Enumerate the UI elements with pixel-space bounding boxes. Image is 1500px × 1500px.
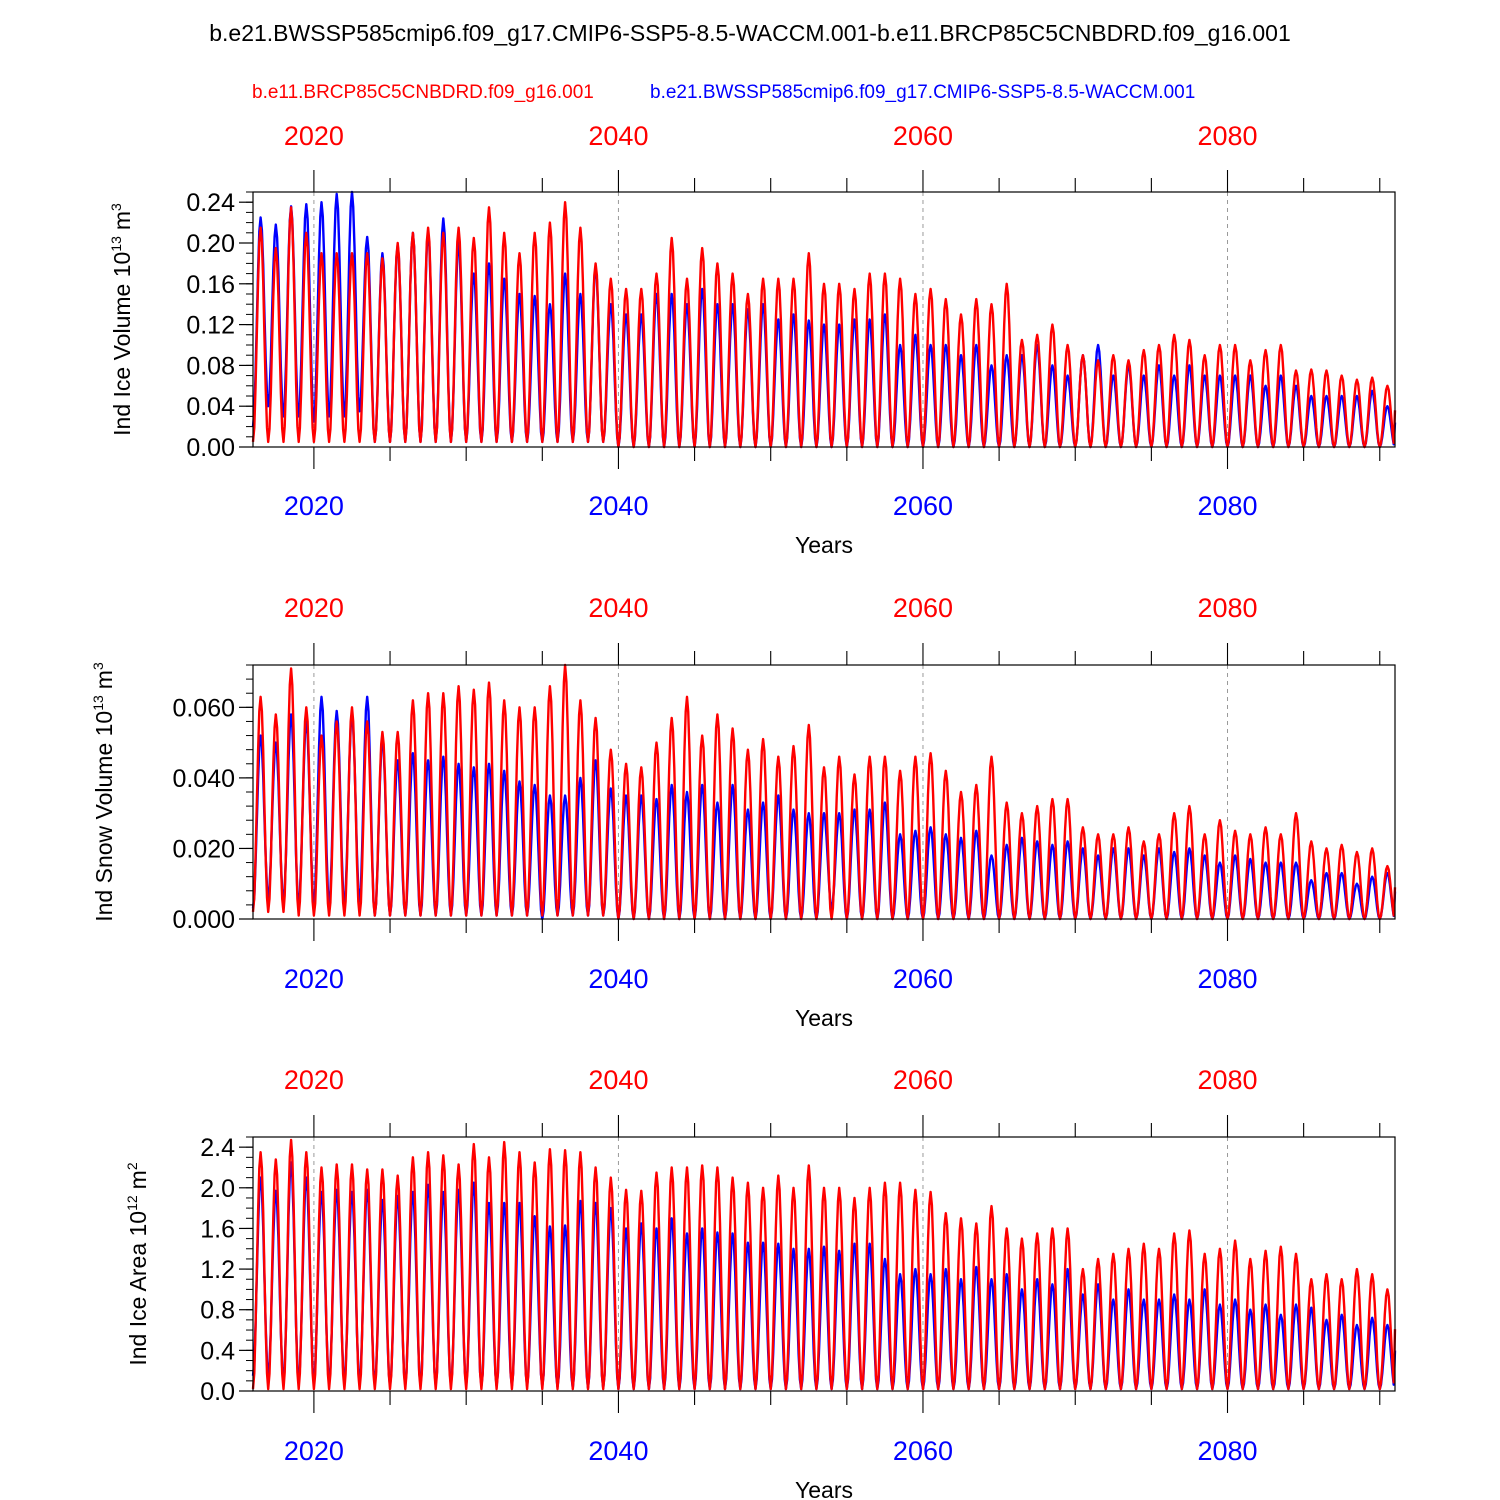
xtick-label-top: 2040 [588, 1065, 648, 1095]
xtick-label-top: 2040 [588, 593, 648, 623]
xtick-label-bottom: 2060 [893, 964, 953, 994]
ytick-label: 2.0 [200, 1175, 235, 1203]
xtick-label-top: 2080 [1197, 1065, 1257, 1095]
y-axis-label-exponent: 13 [90, 695, 106, 711]
ytick-label: 0.20 [186, 230, 235, 258]
xtick-label-bottom: 2080 [1197, 491, 1257, 521]
plot-frame [252, 1136, 1396, 1392]
ytick-label: 0.040 [172, 765, 235, 793]
xtick-label-top: 2080 [1197, 121, 1257, 151]
ytick-label: 1.6 [200, 1215, 235, 1243]
ytick-label: 0.020 [172, 835, 235, 863]
ytick-label: 0.12 [186, 312, 235, 340]
ytick-label: 0.8 [200, 1297, 235, 1325]
y-axis-label-text: Ind Snow Volume 10 [91, 711, 117, 922]
y-axis-label-exponent: 12 [124, 1195, 140, 1211]
y-axis-label: Ind Snow Volume 1013 m3 [90, 662, 117, 922]
legend: b.e11.BRCP85C5CNBDRD.f09_g16.001 b.e21.B… [0, 82, 1500, 106]
xtick-label-top: 2060 [893, 1065, 953, 1095]
xtick-label-bottom: 2040 [588, 1436, 648, 1466]
xtick-label-top: 2080 [1197, 593, 1257, 623]
ytick-label: 2.4 [200, 1134, 235, 1162]
xtick-label-bottom: 2040 [588, 964, 648, 994]
xtick-label-bottom: 2020 [284, 491, 344, 521]
xtick-label-bottom: 2080 [1197, 1436, 1257, 1466]
ytick-label: 0.04 [186, 393, 235, 421]
xtick-label-bottom: 2060 [893, 1436, 953, 1466]
legend-experiment-run: b.e21.BWSSP585cmip6.f09_g17.CMIP6-SSP5-8… [650, 82, 1196, 103]
xtick-label-top: 2020 [284, 121, 344, 151]
series-line-experiment [251, 1161, 1397, 1391]
ytick-label: 0.24 [186, 189, 235, 217]
y-axis-label: Ind Ice Volume 1013 m3 [108, 203, 135, 436]
y-axis-label-unit-exponent: 3 [108, 203, 124, 211]
ytick-label: 0.16 [186, 271, 235, 299]
y-axis-label: Ind Ice Area 1012 m2 [124, 1162, 151, 1365]
xtick-label-bottom: 2060 [893, 491, 953, 521]
series-line-reference [251, 200, 1397, 449]
y-axis-label-unit-exponent: 3 [90, 662, 106, 670]
y-axis-label-unit: m [125, 1170, 151, 1189]
ytick-label: 0.0 [200, 1378, 235, 1406]
xtick-label-top: 2020 [284, 593, 344, 623]
ytick-label: 0.000 [172, 906, 235, 934]
xtick-label-bottom: 2040 [588, 491, 648, 521]
series-line-experiment [251, 190, 1397, 449]
xtick-label-top: 2040 [588, 121, 648, 151]
xtick-label-top: 2060 [893, 593, 953, 623]
chart-snow-volume: 0.000 0.020 0.040 0.060 2020 2040 2060 2080 2020… [90, 593, 1397, 1031]
chart-ice-area: 0.0 0.4 0.8 1.2 1.6 2.0 2.4 2020 2040 2060 2080 202… [124, 1065, 1397, 1500]
xtick-label-top: 2020 [284, 1065, 344, 1095]
legend-reference-run: b.e11.BRCP85C5CNBDRD.f09_g16.001 [252, 82, 594, 103]
x-axis-label: Years [795, 1005, 853, 1031]
x-axis-label: Years [795, 532, 853, 558]
series-line-experiment [251, 695, 1397, 921]
y-axis-label-unit-exponent: 2 [124, 1162, 140, 1170]
y-axis-label-unit: m [109, 211, 135, 230]
plot-frame [252, 191, 1396, 448]
ytick-label: 0.4 [200, 1337, 235, 1365]
xtick-label-bottom: 2080 [1197, 964, 1257, 994]
ytick-label: 0.08 [186, 352, 235, 380]
xtick-label-bottom: 2020 [284, 964, 344, 994]
y-axis-label-text: Ind Ice Area 10 [125, 1211, 151, 1366]
ytick-label: 0.060 [172, 694, 235, 722]
xtick-label-bottom: 2020 [284, 1436, 344, 1466]
series-line-reference [251, 663, 1397, 921]
y-axis-label-unit: m [91, 670, 117, 689]
chart-ice-volume: 0.00 0.04 0.08 0.12 0.16 0.20 0.24 2020 2040 2060… [108, 121, 1397, 558]
y-axis-label-text: Ind Ice Volume 10 [109, 252, 135, 436]
ytick-label: 0.00 [186, 434, 235, 462]
series-line-reference [251, 1138, 1397, 1391]
figure-title: b.e21.BWSSP585cmip6.f09_g17.CMIP6-SSP5-8… [209, 20, 1291, 46]
y-axis-label-exponent: 13 [108, 236, 124, 252]
ytick-label: 1.2 [200, 1256, 235, 1284]
xtick-label-top: 2060 [893, 121, 953, 151]
x-axis-label: Years [795, 1477, 853, 1500]
